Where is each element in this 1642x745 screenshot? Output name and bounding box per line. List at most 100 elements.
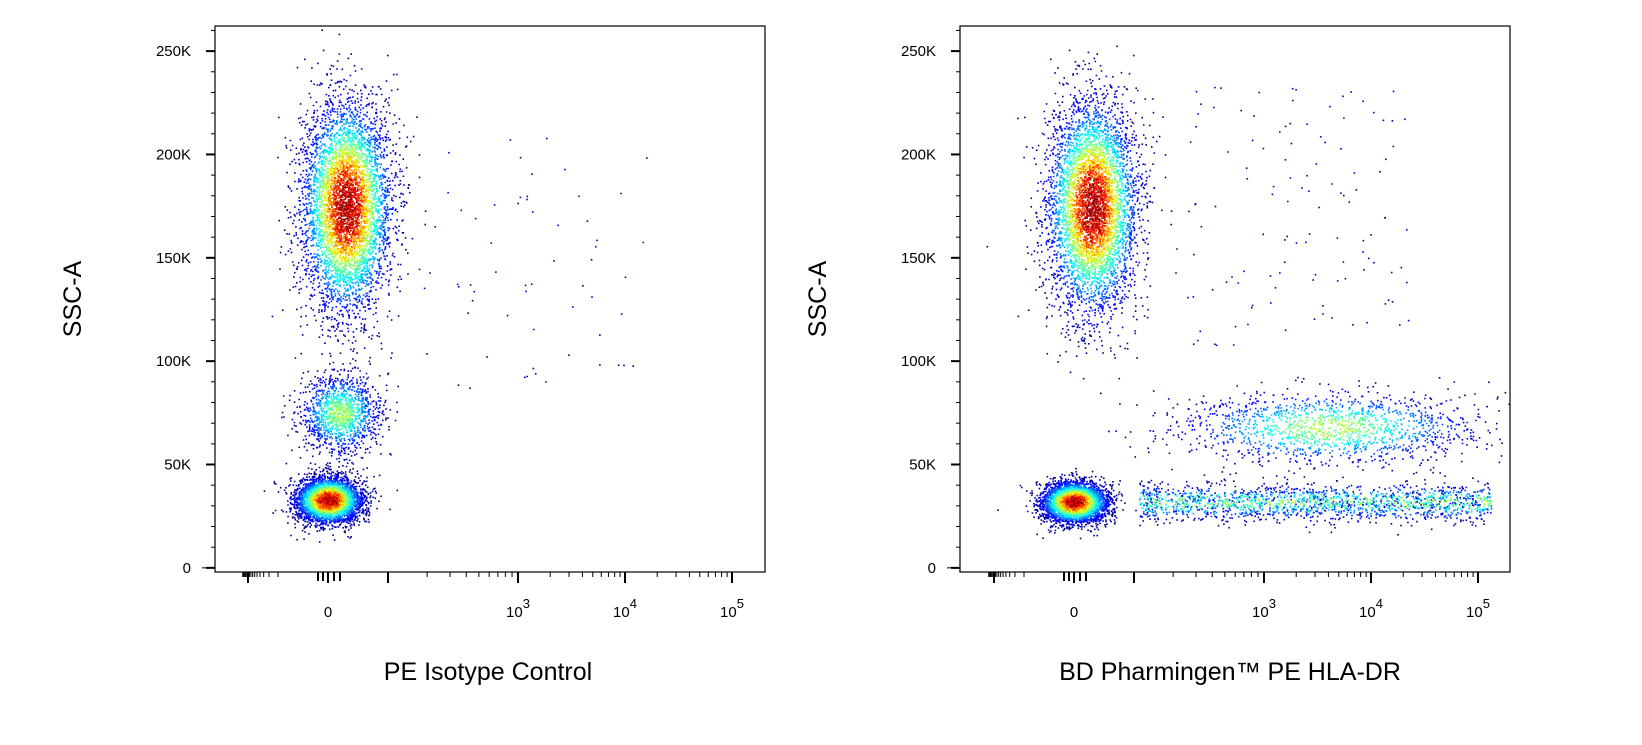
event-dots — [1363, 434, 1366, 437]
event-dots — [1060, 492, 1080, 513]
event-dots — [467, 312, 469, 314]
event-dots — [1196, 501, 1199, 503]
event-dots — [1145, 493, 1148, 496]
event-dots — [368, 224, 371, 226]
event-dots — [362, 427, 364, 430]
event-dots — [308, 163, 311, 165]
event-dots — [318, 398, 320, 401]
event-dots — [1046, 497, 1050, 504]
event-dots — [347, 203, 349, 205]
event-dots — [1041, 505, 1045, 510]
event-dots — [1362, 415, 1373, 422]
event-dots — [1215, 511, 1218, 514]
event-dots — [1204, 396, 1385, 463]
event-dots — [332, 412, 335, 414]
event-dots — [335, 411, 337, 414]
event-dots — [620, 313, 623, 315]
event-dots — [313, 384, 315, 386]
event-dots — [321, 389, 326, 392]
event-dots — [323, 494, 337, 504]
event-dots — [1302, 453, 1304, 455]
event-dots — [1193, 405, 1221, 431]
event-dots — [335, 440, 338, 442]
population-granulocytes — [271, 29, 431, 431]
event-dots — [1194, 497, 1412, 509]
event-dots — [1351, 413, 1353, 415]
event-dots — [324, 492, 331, 511]
event-dots — [1343, 430, 1346, 433]
event-dots — [336, 418, 339, 428]
event-dots — [1172, 407, 1175, 409]
event-dots — [1081, 496, 1084, 502]
event-dots — [1088, 487, 1090, 489]
event-dots — [1438, 429, 1441, 432]
event-dots — [309, 491, 344, 507]
event-dots — [346, 148, 348, 151]
event-dots — [469, 195, 529, 389]
event-dots — [298, 377, 303, 449]
event-dots — [360, 394, 363, 397]
event-dots — [340, 411, 351, 427]
event-dots — [369, 495, 372, 507]
event-dots — [1083, 191, 1102, 204]
event-dots — [330, 403, 333, 405]
event-dots — [1364, 440, 1371, 448]
event-dots — [343, 396, 354, 400]
event-dots — [1351, 498, 1354, 501]
event-dots — [335, 503, 339, 506]
event-dots — [1409, 452, 1411, 454]
event-dots — [345, 412, 347, 414]
event-dots — [1054, 506, 1057, 509]
event-dots — [1225, 502, 1271, 505]
event-dots — [1209, 408, 1211, 411]
event-dots — [1383, 408, 1480, 468]
event-dots — [290, 498, 293, 501]
event-dots — [331, 398, 333, 401]
event-dots — [1427, 496, 1429, 498]
event-dots — [344, 247, 346, 250]
event-dots — [1258, 440, 1270, 446]
event-dots — [1283, 419, 1370, 436]
event-dots — [1063, 502, 1088, 512]
event-dots — [1309, 418, 1452, 462]
event-dots — [327, 401, 339, 424]
event-dots — [352, 420, 355, 423]
event-dots — [306, 497, 308, 499]
event-dots — [1416, 489, 1419, 492]
event-dots — [293, 390, 296, 392]
event-dots — [1308, 531, 1333, 534]
event-dots — [586, 220, 589, 222]
event-dots — [328, 451, 331, 454]
event-dots — [1044, 485, 1061, 502]
event-dots — [1076, 500, 1083, 509]
event-dots — [329, 488, 333, 494]
event-dots — [1223, 401, 1452, 456]
event-dots — [1068, 501, 1079, 507]
event-dots — [519, 196, 522, 199]
event-dots — [335, 494, 338, 500]
event-dots — [1283, 496, 1286, 499]
event-dots — [353, 386, 356, 388]
event-dots — [1284, 415, 1286, 418]
event-dots — [323, 494, 335, 502]
event-dots — [1159, 474, 1206, 485]
event-dots — [1341, 404, 1344, 407]
event-dots — [338, 405, 347, 421]
event-dots — [1227, 504, 1230, 506]
event-dots — [1330, 421, 1345, 435]
event-dots — [1359, 424, 1469, 461]
event-dots — [1347, 421, 1350, 424]
event-dots — [339, 181, 349, 196]
event-dots — [342, 179, 352, 204]
event-dots — [1415, 485, 1418, 487]
event-dots — [524, 284, 527, 287]
event-dots — [530, 283, 533, 286]
event-dots — [1439, 499, 1450, 504]
event-dots — [486, 356, 488, 358]
event-dots — [1357, 485, 1360, 488]
event-dots — [317, 500, 342, 511]
event-dots — [1321, 427, 1338, 436]
event-dots — [341, 409, 344, 411]
event-dots — [1344, 426, 1346, 429]
